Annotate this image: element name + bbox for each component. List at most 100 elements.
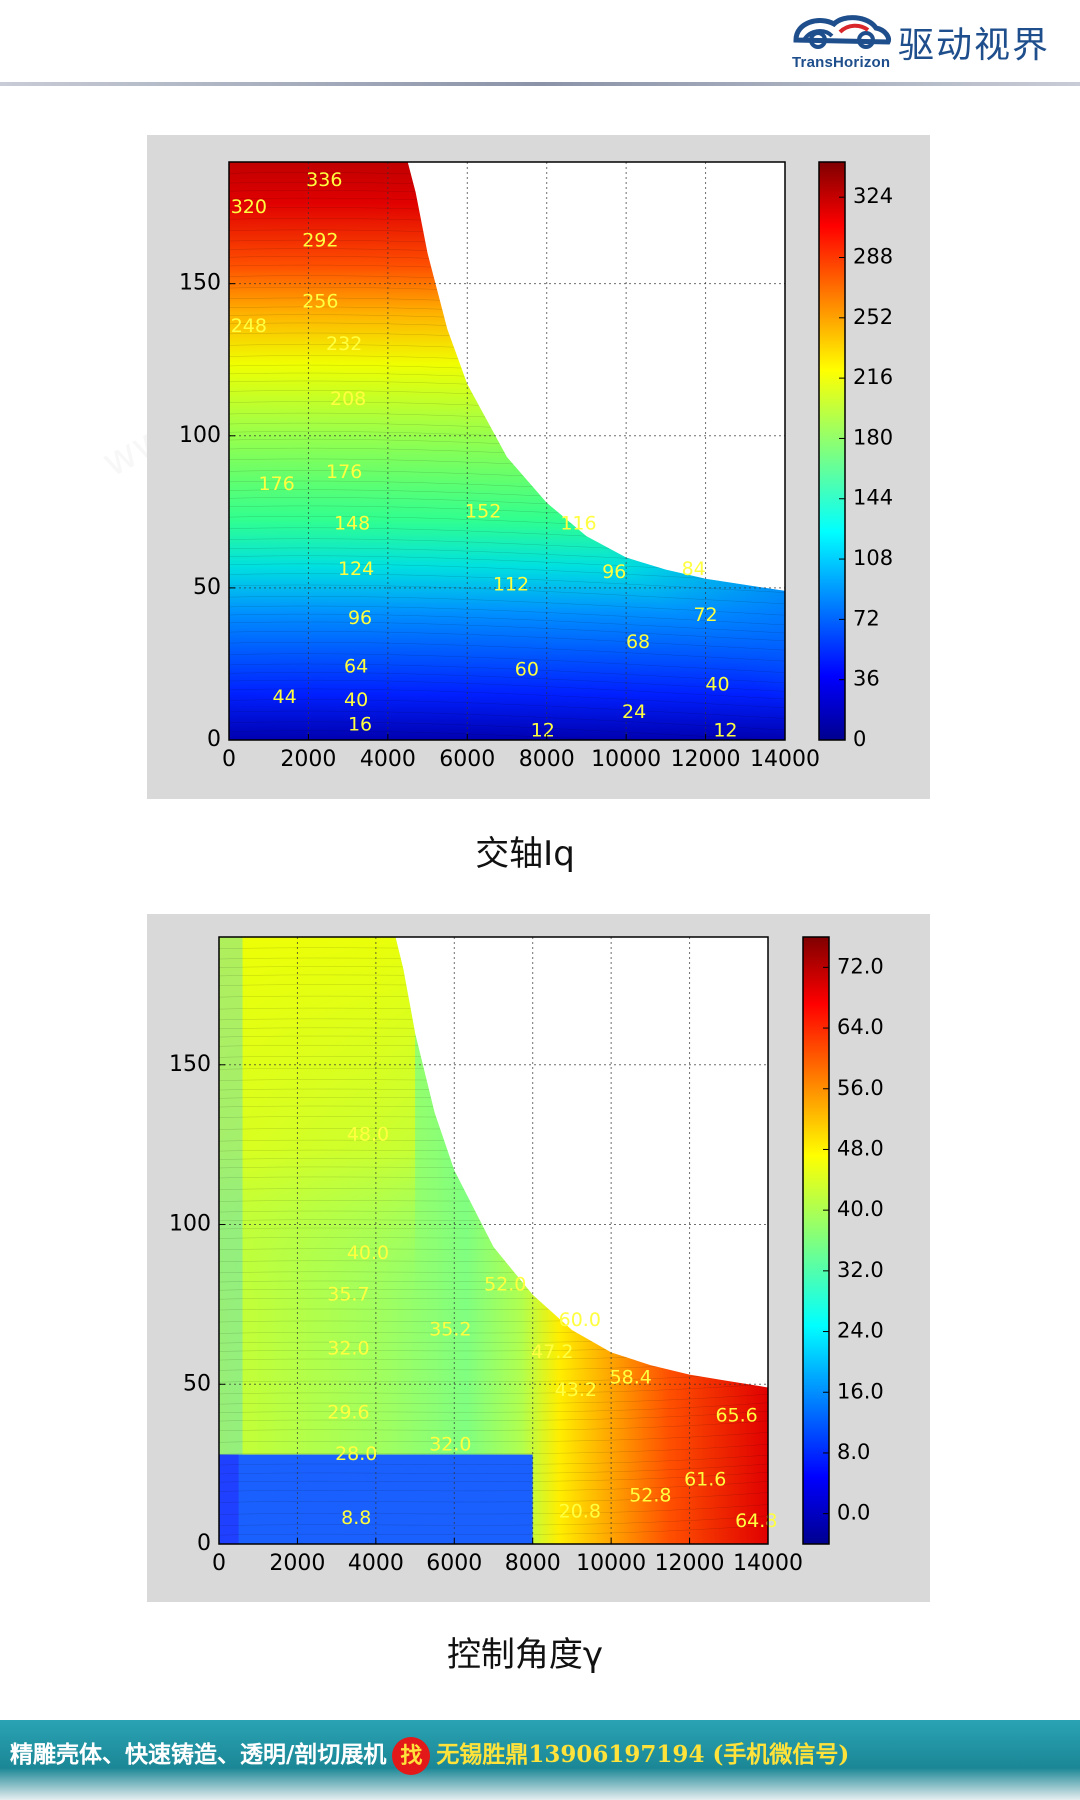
grid-lines [228,162,786,741]
colorbar-tick-label: 288 [853,244,893,268]
colorbar-tick-label: 32.0 [837,1258,884,1282]
contour-label: 52.8 [629,1485,671,1507]
x-tick-label: 12000 [655,1551,725,1576]
contour-label: 112 [493,573,529,595]
iq-chart-caption: 交轴Iq [475,834,575,874]
contour-label: 35.7 [327,1283,369,1305]
car-logo-icon [793,15,891,49]
y-tick-label: 100 [179,423,221,448]
contour-label: 32.0 [327,1338,369,1360]
y-tick-label: 0 [197,1531,211,1556]
page-header: TransHorizon 驱动视界 [0,0,1080,86]
contour-label: 64 [344,655,368,677]
colorbar-tick-label: 16.0 [837,1379,884,1403]
contour-label: 20.8 [559,1501,601,1523]
colorbar-tick-label: 36 [853,667,880,691]
contour-label: 256 [302,290,338,312]
iq-heatmap-chart: 336 320 292 256 248 232 208 176 176 148 124 152 116 1… [179,161,893,772]
contour-label: 176 [259,473,295,495]
contour-label: 52.0 [484,1274,526,1296]
contour-label: 58.4 [610,1366,652,1388]
x-tick-label: 4000 [360,747,416,772]
colorbar-tick-label: 24.0 [837,1319,884,1343]
contour-label: 40.0 [347,1242,389,1264]
contour-label: 208 [330,388,366,410]
contour-label: 12 [531,719,555,741]
footer-badge: 找 [392,1737,431,1775]
colorbar-tick-label: 180 [853,425,893,449]
x-tick-label: 14000 [733,1551,803,1576]
x-tick-label: 6000 [426,1551,482,1576]
brand-logo: TransHorizon 驱动视界 [790,10,1080,74]
contour-label: 72 [693,604,717,626]
x-tick-label: 0 [222,747,236,772]
contour-label: 61.6 [684,1469,726,1491]
y-tick-label: 150 [179,271,221,296]
x-tick-label: 0 [212,1551,226,1576]
x-tick-label: 14000 [750,747,820,772]
colorbar-tick-label: 144 [853,486,893,510]
y-tick-label: 0 [207,727,221,752]
contour-label: 320 [231,196,267,218]
colorbar-tick-label: 0.0 [837,1501,870,1525]
contour-label: 292 [302,230,338,252]
contour-label: 8.8 [341,1507,371,1529]
y-tick-label: 100 [169,1212,211,1237]
contour-label: 336 [306,169,342,191]
contour-label: 44 [273,686,297,708]
contour-label: 148 [334,513,370,535]
x-tick-label: 10000 [591,747,661,772]
contour-label: 68 [626,631,650,653]
y-tick-label: 50 [183,1371,211,1396]
footer-left-text: 精雕壳体、快速铸造、透明/剖切展机 [10,1741,387,1768]
x-tick-label: 2000 [269,1551,325,1576]
contour-label: 116 [560,513,596,535]
contour-label: 28.0 [335,1443,377,1465]
contour-label: 96 [602,561,626,583]
colorbar-tick-label: 324 [853,184,893,208]
x-tick-label: 8000 [505,1551,561,1576]
brand-name-cn: 驱动视界 [898,25,1051,66]
colorbar-tick-label: 56.0 [837,1076,884,1100]
contour-label: 47.2 [531,1341,573,1363]
colorbar-tick-label: 108 [853,546,893,570]
x-tick-label: 2000 [280,747,336,772]
contour-label: 32.0 [429,1433,471,1455]
contour-label: 248 [231,315,267,337]
footer-contact-text: 无锡胜鼎13906197194 (手机微信号) [436,1741,850,1768]
contour-label: 176 [326,461,362,483]
contour-label: 40 [344,689,368,711]
colorbar-tick-label: 48.0 [837,1136,884,1160]
contour-label: 64.8 [735,1510,777,1532]
gamma-heatmap-chart: 48.0 40.0 35.7 35.2 32.0 29.6 28.0 32.0 52.0 60.0… [169,936,884,1576]
contour-label: 232 [326,333,362,355]
colorbar-tick-label: 8.0 [837,1440,870,1464]
x-tick-label: 12000 [671,747,741,772]
plot-frame [218,936,769,1545]
contour-label: 65.6 [715,1405,757,1427]
contour-label: 60.0 [559,1309,601,1331]
gamma-chart-caption: 控制角度γ [446,1635,604,1675]
brand-name-en: TransHorizon [792,54,891,71]
contour-label: 12 [713,719,737,741]
colorbar-tick-label: 72 [853,606,880,630]
x-tick-label: 10000 [576,1551,646,1576]
contour-label: 29.6 [327,1402,369,1424]
contour-label: 96 [348,607,372,629]
contour-label: 84 [682,558,706,580]
plot-frame [228,161,786,741]
colorbar-tick-label: 216 [853,365,893,389]
colorbar-tick-label: 252 [853,305,893,329]
colorbar [802,936,830,1545]
y-tick-label: 50 [193,575,221,600]
colorbar-tick-label: 72.0 [837,954,884,978]
colorbar-tick-label: 0 [853,727,866,751]
y-tick-label: 150 [169,1052,211,1077]
colorbar-tick-label: 40.0 [837,1197,884,1221]
contour-label: 16 [348,713,372,735]
contour-label: 40 [705,674,729,696]
contour-label: 43.2 [555,1379,597,1401]
contour-label: 60 [515,659,539,681]
x-tick-label: 8000 [519,747,575,772]
x-tick-label: 6000 [439,747,495,772]
